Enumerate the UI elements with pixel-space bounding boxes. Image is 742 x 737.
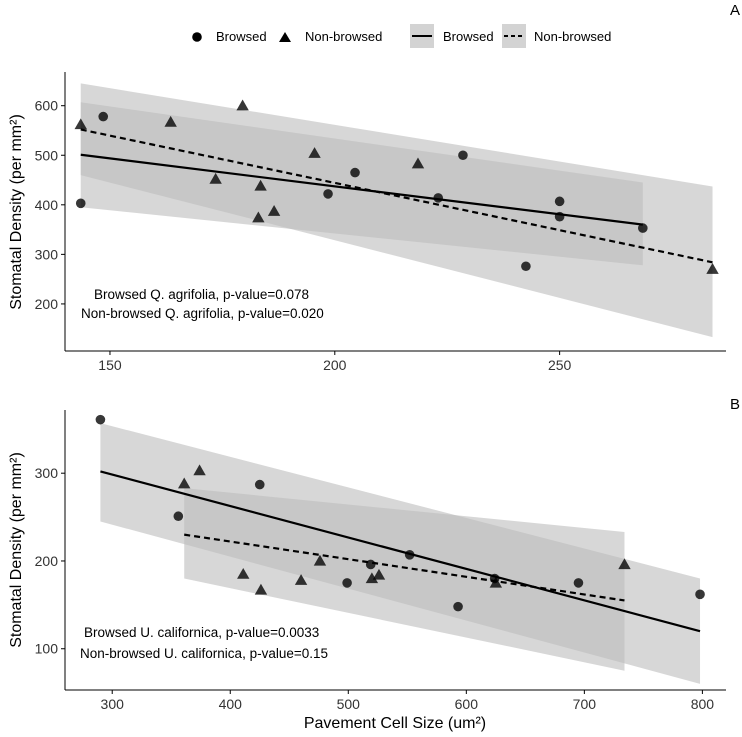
- panel-a-nonbrowsed-point-9: [411, 157, 425, 169]
- panel-a-fit-lines: [80, 128, 713, 264]
- panel-a-points: [74, 99, 719, 274]
- panel-a-annotation-browsed: Browsed Q. agrifolia, p-value=0.078: [94, 287, 309, 302]
- panel-a-nonbrowsed-point-1: [74, 118, 87, 130]
- panel-b-ticks: 100 200 300 300 400 500 600 700 800: [35, 465, 715, 712]
- panel-a-browsed-fit-line: [80, 153, 643, 226]
- panel-a-nonbrowsed-point-10: [706, 263, 719, 274]
- panel-b-nonbrowsed-point-10: [618, 558, 631, 570]
- panel-a-browsed-point-4: [350, 167, 360, 178]
- panel-a-annotation-nonbrowsed: Non-browsed Q. agrifolia, p-value=0.020: [81, 306, 324, 321]
- legend-browsed-point-label: Browsed: [216, 29, 267, 44]
- panel-a-y-tick-label-400: 400: [35, 197, 59, 213]
- panel-a-ticks: 200 300 400 500 600 150 200 250: [35, 98, 572, 373]
- panel-b-browsed-point-1: [95, 414, 106, 425]
- panel-a-y-tick-label-200: 200: [35, 296, 59, 312]
- panel-a-nonbrowsed-point-5: [252, 211, 265, 223]
- panel-a-browsed-point-1: [75, 198, 86, 209]
- panel-b-nonbrowsed-point-3: [237, 567, 250, 579]
- panel-a-x-tick-label-250: 250: [548, 357, 572, 373]
- panel-b-x-tick-label-400: 400: [219, 696, 243, 712]
- panel-a-browsed-point-8: [554, 196, 565, 207]
- panel-b-x-tick-label-600: 600: [455, 696, 479, 712]
- legend: Browsed Non-browsed Browsed Non-browsed: [192, 24, 611, 48]
- panel-b-nonbrowsed-confidence-band: [184, 488, 625, 671]
- panel-a-nonbrowsed-point-4: [236, 99, 249, 111]
- panel-a-x-tick-label-150: 150: [98, 357, 122, 373]
- panel-a-browsed-point-3: [323, 189, 333, 199]
- panel-b-browsed-fit-line: [100, 470, 701, 633]
- panel-b-nonbrowsed-point-1: [178, 477, 191, 489]
- panel-a-nonbrowsed-point-8: [308, 147, 321, 158]
- panel-a-nonbrowsed-point-2: [164, 115, 177, 127]
- panel-b-y-tick-label-100: 100: [35, 641, 59, 657]
- panel-b-browsed-point-2: [173, 511, 184, 522]
- panel-a-browsed-point-10: [638, 223, 648, 233]
- panel-b-nonbrowsed-point-9: [489, 576, 503, 588]
- panel-a-nonbrowsed-fit-line: [80, 128, 713, 264]
- legend-browsed-line-label: Browsed: [443, 29, 494, 44]
- panel-b-browsed-point-10: [695, 589, 705, 600]
- panel-b-browsed-point-7: [453, 601, 463, 612]
- panel-b-x-tick-label-700: 700: [573, 696, 597, 712]
- panel-b-annotation-browsed: Browsed U. californica, p-value=0.0033: [84, 625, 319, 640]
- panel-a-nonbrowsed-confidence-band: [80, 83, 713, 338]
- panel-b-browsed-point-6: [404, 550, 415, 560]
- panel-b-nonbrowsed-fit-line: [184, 533, 625, 602]
- panel-a-browsed-point-5: [433, 193, 444, 203]
- panel-a-browsed-point-9: [554, 211, 565, 222]
- panel-b-points: [95, 414, 705, 612]
- panel-b-browsed-point-3: [254, 479, 265, 490]
- legend-nonbrowsed-point-label: Non-browsed: [305, 29, 382, 44]
- legend-browsed-point-icon: [192, 32, 202, 42]
- legend-nonbrowsed-line-label: Non-browsed: [534, 29, 611, 44]
- panel-b-fit-lines: [100, 470, 701, 633]
- panel-b-x-tick-label-500: 500: [337, 696, 361, 712]
- panel-b-y-tick-label-200: 200: [35, 553, 59, 569]
- panel-a-browsed-point-6: [458, 150, 468, 161]
- panel-a-y-tick-label-600: 600: [35, 98, 59, 114]
- panel-a-nonbrowsed-point-3: [209, 172, 222, 184]
- panel-a-nonbrowsed-point-7: [267, 205, 281, 216]
- panel-b-y-axis-title: Stomatal Density (per mm²): [8, 452, 25, 648]
- legend-nonbrowsed-point-icon: [279, 32, 291, 42]
- panel-b-ribbons: [100, 423, 701, 684]
- panel-a-browsed-point-7: [521, 261, 531, 272]
- panel-b-x-axis-title: Pavement Cell Size (um²): [304, 715, 486, 732]
- panel-a-x-tick-label-200: 200: [323, 357, 347, 373]
- panel-b-letter: B: [730, 396, 740, 413]
- panel-a-browsed-point-2: [98, 111, 109, 122]
- panel-b-nonbrowsed-point-6: [313, 554, 327, 566]
- panel-b-browsed-point-5: [365, 559, 376, 570]
- panel-a-y-axis-title: Stomatal Density (per mm²): [8, 114, 25, 310]
- panel-b-nonbrowsed-point-4: [254, 583, 268, 595]
- panel-a-ribbons: [80, 83, 713, 338]
- panel-b-browsed-point-4: [342, 578, 352, 588]
- panel-a-y-tick-label-300: 300: [35, 246, 59, 262]
- panel-b-nonbrowsed-point-5: [294, 574, 308, 585]
- panel-b-annotation-nonbrowsed: Non-browsed U. californica, p-value=0.15: [80, 646, 328, 661]
- panel-b-y-tick-label-300: 300: [35, 465, 59, 481]
- panel-a-y-tick-label-500: 500: [35, 147, 59, 163]
- panel-b-browsed-point-9: [573, 578, 584, 588]
- panel-b-nonbrowsed-point-2: [193, 464, 206, 476]
- panel-b-nonbrowsed-point-7: [365, 572, 379, 584]
- panel-b-nonbrowsed-point-8: [372, 568, 386, 580]
- panel-a-letter: A: [730, 2, 740, 19]
- panel-b-x-tick-label-800: 800: [691, 696, 715, 712]
- panel-a: A 200 300 400 500 600 150 200 250 Stomatal Dens…: [8, 2, 740, 373]
- panel-b: B 100 200 300 300 400 500 600 700 800 Stomatal D…: [8, 396, 740, 732]
- panel-b-x-tick-label-300: 300: [101, 696, 125, 712]
- panel-a-nonbrowsed-point-6: [254, 179, 267, 191]
